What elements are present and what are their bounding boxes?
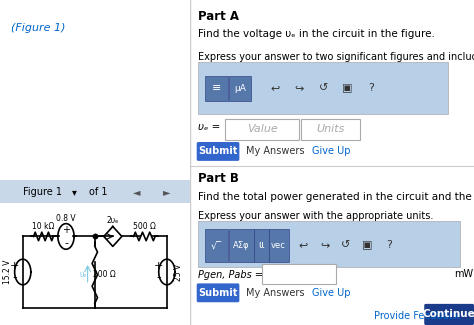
Text: (Figure 1): (Figure 1) xyxy=(11,23,66,33)
Text: Value: Value xyxy=(247,124,277,134)
Text: ιι: ιι xyxy=(258,240,265,250)
FancyBboxPatch shape xyxy=(205,229,228,262)
Text: ◄: ◄ xyxy=(133,187,140,197)
Text: 500 Ω: 500 Ω xyxy=(133,222,156,231)
Text: Find the total power generated in the circuit and the total power absorbed.: Find the total power generated in the ci… xyxy=(198,192,474,202)
Text: Part A: Part A xyxy=(198,10,239,23)
Text: ↪: ↪ xyxy=(294,84,304,93)
Text: Express your answer to two significant figures and include the appropriate units: Express your answer to two significant f… xyxy=(198,52,474,62)
Text: mW: mW xyxy=(454,269,473,279)
Text: 10 kΩ: 10 kΩ xyxy=(32,222,55,231)
Text: 2υₑ: 2υₑ xyxy=(107,216,119,225)
Text: vec: vec xyxy=(271,241,286,250)
Text: ▣: ▣ xyxy=(362,240,373,250)
Text: Provide Feedback: Provide Feedback xyxy=(374,311,460,321)
Text: √‾: √‾ xyxy=(211,240,222,250)
FancyBboxPatch shape xyxy=(198,221,460,266)
Text: Submit: Submit xyxy=(198,147,238,156)
Text: Part B: Part B xyxy=(198,172,239,185)
FancyBboxPatch shape xyxy=(225,119,299,140)
FancyBboxPatch shape xyxy=(229,76,251,101)
Text: +: + xyxy=(10,261,19,271)
FancyBboxPatch shape xyxy=(229,229,254,262)
Text: Pgen, Pabs =: Pgen, Pabs = xyxy=(198,270,263,280)
Text: -: - xyxy=(64,238,68,248)
Text: -: - xyxy=(12,271,17,284)
Text: ΑΣφ: ΑΣφ xyxy=(233,241,250,250)
Text: Express your answer with the appropriate units.: Express your answer with the appropriate… xyxy=(198,211,434,221)
FancyBboxPatch shape xyxy=(198,62,448,114)
Text: Give Up: Give Up xyxy=(312,147,350,156)
Text: υₑ =: υₑ = xyxy=(198,122,220,132)
Text: ↪: ↪ xyxy=(320,240,329,250)
Text: 25 V: 25 V xyxy=(174,263,183,280)
Text: -: - xyxy=(156,271,161,284)
Text: 15.2 V: 15.2 V xyxy=(3,260,12,284)
Text: υₑ: υₑ xyxy=(79,270,87,279)
FancyBboxPatch shape xyxy=(269,229,289,262)
FancyBboxPatch shape xyxy=(205,76,228,101)
Text: +: + xyxy=(154,261,164,271)
Text: Submit: Submit xyxy=(198,288,238,298)
FancyBboxPatch shape xyxy=(0,180,190,203)
FancyBboxPatch shape xyxy=(254,229,269,262)
FancyBboxPatch shape xyxy=(424,304,474,325)
Text: +: + xyxy=(62,225,70,235)
Text: Continue: Continue xyxy=(423,309,474,319)
Text: Find the voltage υₑ in the circuit in the figure.: Find the voltage υₑ in the circuit in th… xyxy=(198,29,435,39)
Text: Units: Units xyxy=(316,124,345,134)
Text: 200 Ω: 200 Ω xyxy=(93,270,116,279)
Text: ↩: ↩ xyxy=(299,240,308,250)
Text: ▣: ▣ xyxy=(342,84,353,93)
Text: ↩: ↩ xyxy=(270,84,280,93)
FancyBboxPatch shape xyxy=(197,283,239,302)
Text: ?: ? xyxy=(369,84,374,93)
Text: ▾: ▾ xyxy=(72,187,77,197)
Text: 0.8 V: 0.8 V xyxy=(56,214,76,223)
Text: My Answers: My Answers xyxy=(246,147,305,156)
FancyBboxPatch shape xyxy=(197,142,239,161)
Text: Figure 1: Figure 1 xyxy=(23,187,62,197)
Text: ?: ? xyxy=(386,240,392,250)
Text: ≡: ≡ xyxy=(212,84,221,93)
Text: Give Up: Give Up xyxy=(312,288,350,298)
Text: ↺: ↺ xyxy=(341,240,351,250)
Text: ↺: ↺ xyxy=(319,84,328,93)
Text: µА: µА xyxy=(234,84,246,93)
Text: My Answers: My Answers xyxy=(246,288,305,298)
FancyBboxPatch shape xyxy=(262,264,336,284)
Text: ►: ► xyxy=(163,187,171,197)
Text: of 1: of 1 xyxy=(89,187,108,197)
FancyBboxPatch shape xyxy=(301,119,360,140)
